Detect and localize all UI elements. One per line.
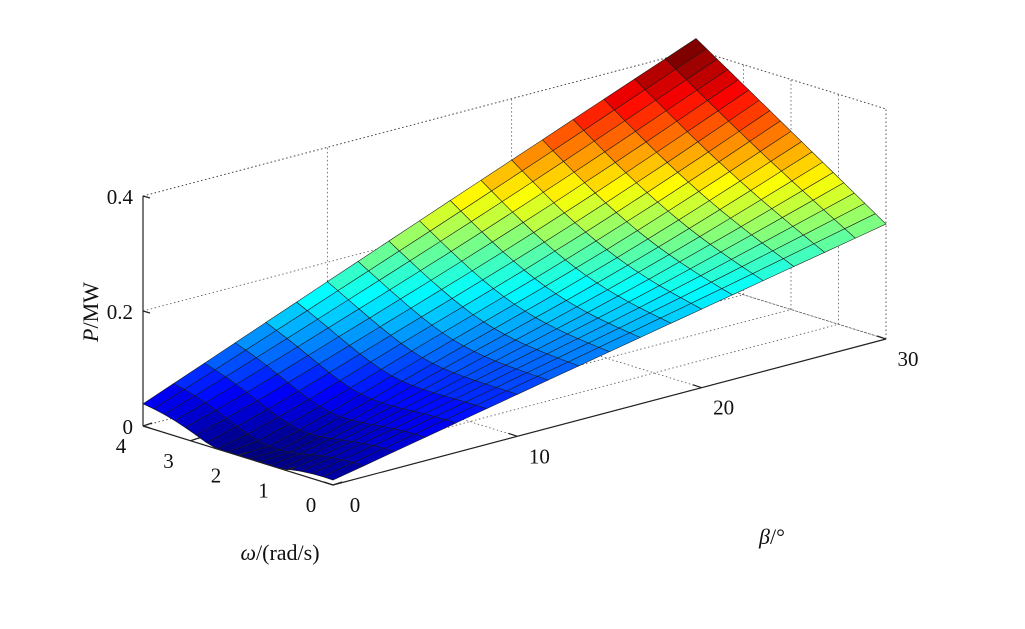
z-tick-mark <box>142 310 151 314</box>
z-tick-label: 0.4 <box>107 185 134 209</box>
y-axis-label: β/° <box>758 524 785 549</box>
axis-lines <box>142 195 887 486</box>
beta-tick-mark <box>508 432 518 437</box>
z-axis-label: P/MW <box>78 282 103 343</box>
y-axis-label-unit: /° <box>770 524 785 549</box>
beta-tick-label: 30 <box>898 347 919 371</box>
x-axis-label-symbol: ω <box>240 540 256 565</box>
z-axis-label-symbol: P <box>78 329 103 343</box>
grid-line-omega-floor <box>237 309 792 456</box>
omega-tick-mark <box>237 451 248 457</box>
omega-tick-mark <box>285 466 295 471</box>
grid-line-z-left-wall <box>142 49 697 197</box>
z-axis-label-unit: /MW <box>78 282 103 329</box>
beta-tick-mark <box>692 384 702 389</box>
x-axis-label-unit: /(rad/s) <box>256 540 320 565</box>
z-tick-mark <box>142 195 151 199</box>
omega-tick-label: 1 <box>258 478 269 502</box>
omega-tick-mark <box>190 437 200 442</box>
omega-tick-mark <box>142 422 153 427</box>
grid-line-beta-floor <box>511 328 702 389</box>
grid-line-omega-floor <box>285 323 839 471</box>
beta-tick-label: 20 <box>713 396 734 420</box>
grid-line-beta-floor <box>327 376 518 437</box>
grid-line-z-right-wall <box>695 49 887 110</box>
y-axis-label-symbol: β <box>758 524 770 549</box>
grid-line-beta-floor <box>695 279 887 340</box>
omega-tick-label: 2 <box>211 464 222 488</box>
z-tick-label: 0.2 <box>107 300 133 324</box>
beta-tick-label: 10 <box>529 444 550 468</box>
beta-axis-line <box>332 338 887 486</box>
omega-tick-label: 0 <box>306 493 317 517</box>
beta-tick-label: 0 <box>350 493 361 517</box>
surface-mesh <box>142 38 887 481</box>
surface-cell <box>321 462 365 481</box>
beta-tick-mark <box>876 335 887 340</box>
z-tick-mark <box>142 425 151 429</box>
omega-tick-mark <box>332 481 343 486</box>
z-tick-label: 0 <box>123 415 134 439</box>
omega-tick-label: 4 <box>116 434 127 458</box>
omega-tick-label: 3 <box>163 449 174 473</box>
beta-tick-mark <box>323 481 334 486</box>
x-axis-label: ω/(rad/s) <box>240 540 319 565</box>
